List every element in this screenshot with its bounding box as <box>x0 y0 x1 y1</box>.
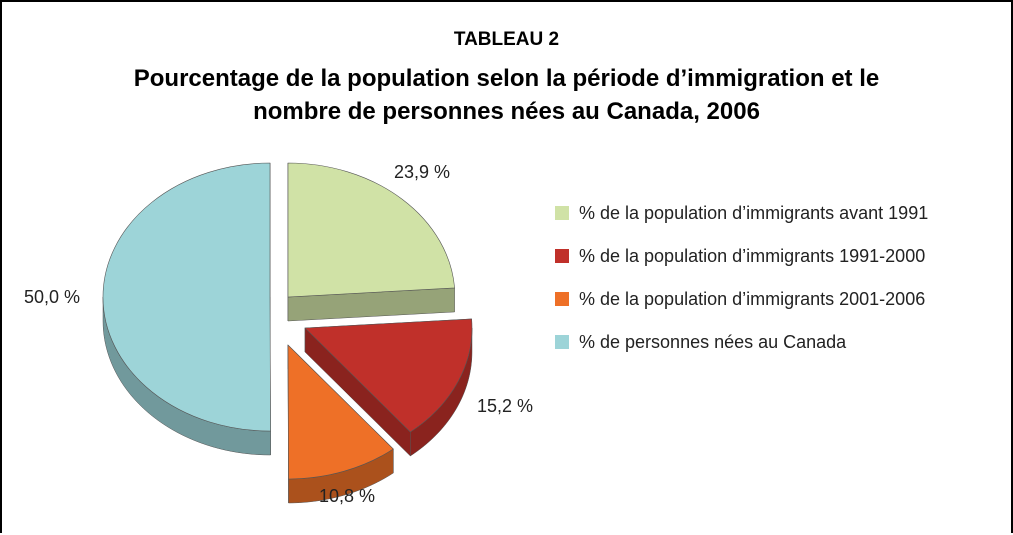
chart-label: TABLEAU 2 <box>453 29 560 50</box>
legend-label: % de personnes nées au Canada <box>579 332 847 352</box>
slice <box>287 344 394 480</box>
legend-swatch <box>555 206 569 220</box>
legend-label: % de la population d’immigrants 2001-200… <box>579 289 925 309</box>
data-label: 50,0 % <box>24 287 80 307</box>
slice <box>287 162 455 298</box>
legend-swatch <box>555 292 569 306</box>
legend-label: % de la population d’immigrants avant 19… <box>579 203 928 223</box>
chart-title: Pourcentage de la population selon la pé… <box>133 65 880 125</box>
slice <box>102 162 271 432</box>
slice <box>304 318 473 433</box>
data-label: 15,2 % <box>477 396 533 416</box>
data-label: 10,8 % <box>319 486 375 506</box>
legend-swatch <box>555 335 569 349</box>
legend-swatch <box>555 249 569 263</box>
data-label: 23,9 % <box>394 162 450 182</box>
legend-label: % de la population d’immigrants 1991-200… <box>579 246 925 266</box>
